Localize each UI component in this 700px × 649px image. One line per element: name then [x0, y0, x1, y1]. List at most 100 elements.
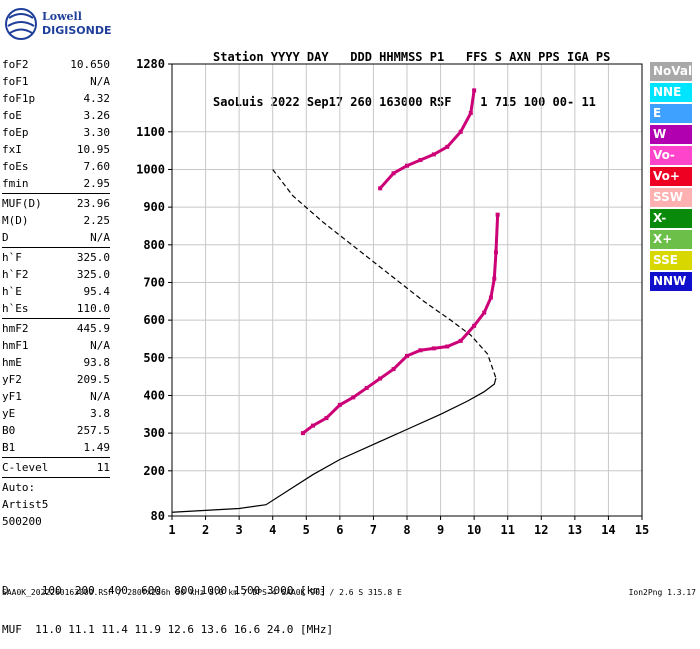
y-tick-label: 800	[143, 238, 165, 252]
y-tick-label: 400	[143, 388, 165, 402]
data-point	[445, 344, 450, 349]
legend-item: X+	[650, 230, 692, 249]
auto-line: Auto:	[2, 481, 36, 494]
param-row: yF2 209.5	[2, 371, 110, 388]
header-labels: Station YYYY DAY DDD HHMMSS P1 FFS S AXN…	[213, 50, 611, 64]
param-name: D	[2, 231, 9, 244]
data-point	[378, 376, 383, 381]
data-point	[418, 348, 423, 353]
param-row: h`F 325.0	[2, 249, 110, 266]
data-point	[300, 431, 305, 436]
data-point	[472, 88, 477, 93]
param-value: 3.8	[90, 407, 110, 420]
param-name: fmin	[2, 177, 29, 190]
data-point	[431, 346, 436, 351]
logo-line2: DIGISONDE	[42, 24, 112, 37]
param-name: foE	[2, 109, 22, 122]
y-tick-label: 900	[143, 200, 165, 214]
x-tick-label: 5	[303, 523, 310, 537]
data-point	[458, 129, 463, 134]
polarization-legend: NoVal NNE E W Vo- Vo+ SSW X- X+ SSE NNW	[650, 62, 692, 293]
param-name: foF2	[2, 58, 29, 71]
param-name: foF1	[2, 75, 29, 88]
x-tick-label: 9	[437, 523, 444, 537]
data-point	[405, 353, 409, 358]
param-row: foF1 N/A	[2, 73, 110, 90]
y-tick-label: 1100	[136, 125, 165, 139]
param-row: yF1 N/A	[2, 388, 110, 405]
data-point	[337, 402, 342, 407]
data-point	[482, 310, 487, 315]
y-tick-label: 80	[151, 509, 165, 523]
legend-item: Vo-	[650, 146, 692, 165]
muf-table: D 100 200 400 600 800 1000 1500 3000 [km…	[2, 558, 333, 649]
y-tick-label: 200	[143, 464, 165, 478]
chart-marks	[171, 88, 500, 513]
x-tick-label: 1	[168, 523, 175, 537]
param-name: h`Es	[2, 302, 29, 315]
param-value: N/A	[90, 231, 110, 244]
x-tick-label: 10	[467, 523, 481, 537]
param-row: h`E 95.4	[2, 283, 110, 300]
data-point	[495, 212, 500, 217]
param-value: 23.96	[76, 197, 110, 210]
param-value: 11	[96, 461, 110, 474]
y-tick-label: 300	[143, 426, 165, 440]
param-value: 209.5	[76, 373, 110, 386]
param-name: foEp	[2, 126, 29, 139]
legend-item: X-	[650, 209, 692, 228]
param-name: yE	[2, 407, 16, 420]
legend-item: Vo+	[650, 167, 692, 186]
param-name: hmF2	[2, 322, 29, 335]
y-tick-label: 1000	[136, 162, 165, 176]
data-point	[493, 250, 498, 255]
data-point	[445, 144, 450, 149]
param-value: 93.8	[83, 356, 111, 369]
data-point	[418, 158, 423, 163]
param-name: B0	[2, 424, 16, 437]
y-tick-label: 600	[143, 313, 165, 327]
separator	[2, 193, 110, 194]
param-value: 445.9	[76, 322, 110, 335]
param-name: fxI	[2, 143, 22, 156]
data-point	[431, 152, 436, 157]
logo-globe-icon	[5, 8, 37, 40]
x-tick-label: 3	[236, 523, 243, 537]
legend-item: W	[650, 125, 692, 144]
param-value: 7.60	[83, 160, 111, 173]
param-row: hmF2 445.9	[2, 320, 110, 337]
data-point	[492, 276, 497, 281]
y-tick-label: 500	[143, 351, 165, 365]
param-row: foE 3.26	[2, 107, 110, 124]
data-point	[311, 423, 315, 428]
x-tick-label: 13	[568, 523, 582, 537]
param-name: C-level	[2, 461, 49, 474]
param-row: hmF1 N/A	[2, 337, 110, 354]
logo: Lowell DIGISONDE	[4, 6, 114, 46]
param-value: 2.95	[83, 177, 111, 190]
param-name: B1	[2, 441, 16, 454]
param-name: h`F2	[2, 268, 29, 281]
param-row: M(D) 2.25	[2, 212, 110, 229]
param-row: fxI 10.95	[2, 141, 110, 158]
param-value: N/A	[90, 75, 110, 88]
x-tick-label: 12	[534, 523, 548, 537]
param-value: 10.650	[70, 58, 110, 71]
x-tick-label: 6	[336, 523, 343, 537]
param-row: hmE 93.8	[2, 354, 110, 371]
param-row: foEs 7.60	[2, 158, 110, 175]
muf-frequency-row: MUF 11.0 11.1 11.4 11.9 12.6 13.6 16.6 2…	[2, 623, 334, 636]
param-value: N/A	[90, 390, 110, 403]
x-tick-label: 14	[601, 523, 615, 537]
param-row: D N/A	[2, 229, 110, 246]
param-row: yE 3.8	[2, 405, 110, 422]
param-value: 3.30	[83, 126, 111, 139]
legend-item: E	[650, 104, 692, 123]
chart-grid	[171, 63, 643, 517]
param-row: foF2 10.650	[2, 56, 110, 73]
separator	[2, 318, 110, 319]
separator	[2, 457, 110, 458]
data-point	[472, 323, 477, 328]
param-name: h`E	[2, 285, 22, 298]
data-point	[378, 186, 383, 191]
